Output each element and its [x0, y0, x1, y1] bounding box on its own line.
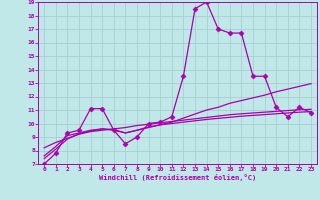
- X-axis label: Windchill (Refroidissement éolien,°C): Windchill (Refroidissement éolien,°C): [99, 174, 256, 181]
